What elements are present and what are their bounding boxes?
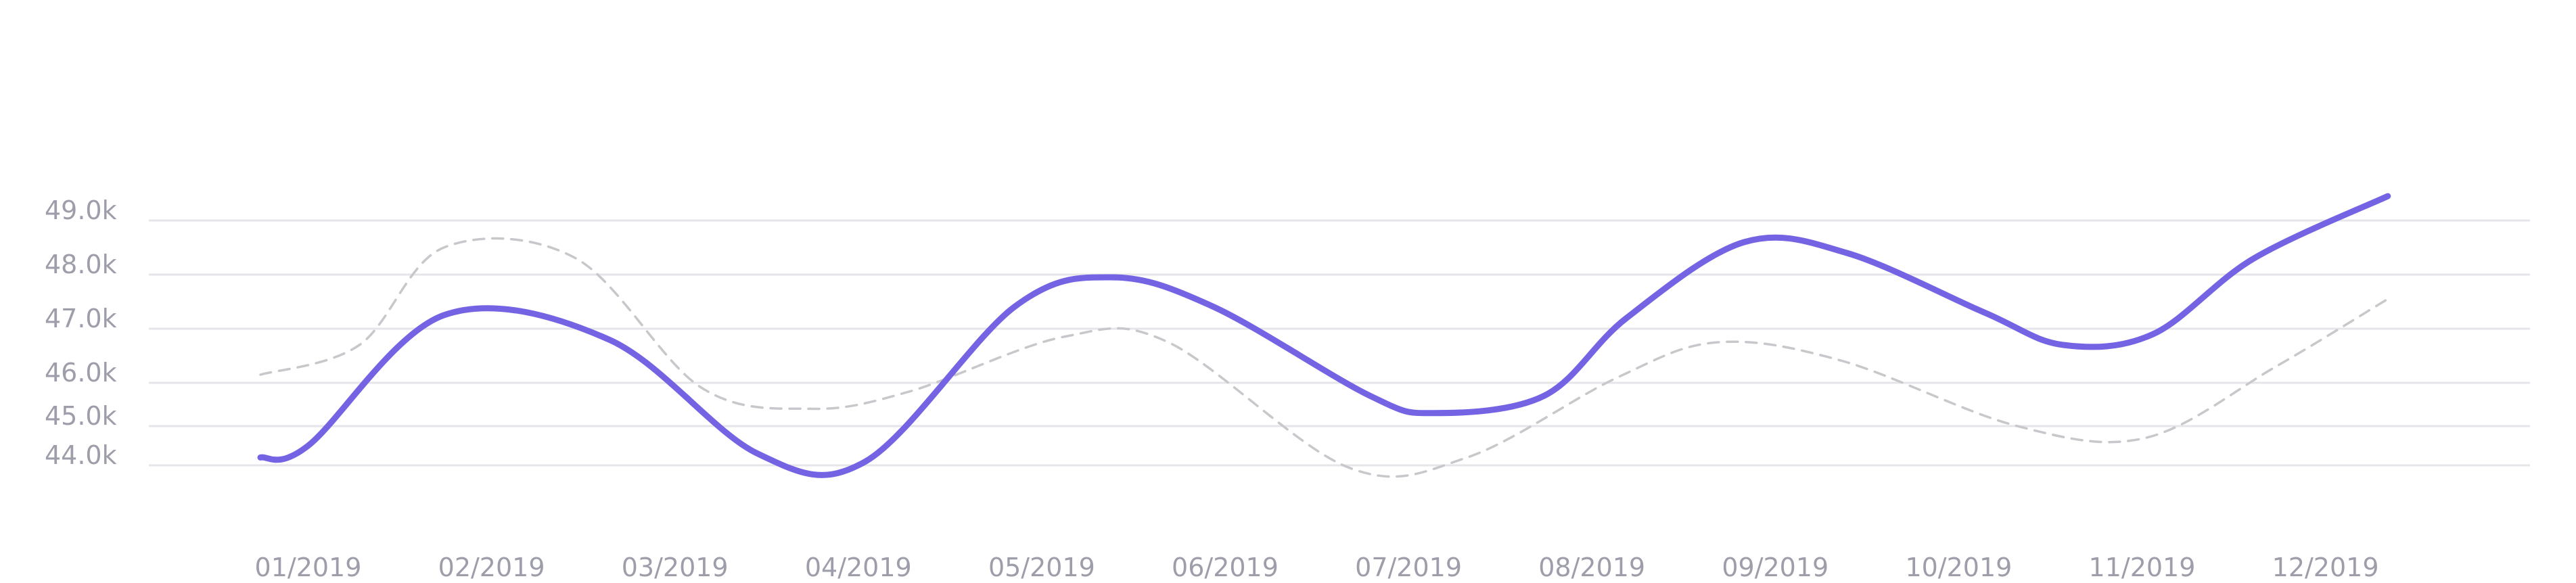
- y-tick-label: 44.0k: [45, 440, 117, 470]
- x-tick-label: 01/2019: [255, 553, 362, 582]
- series-line-dashed: [259, 237, 2389, 478]
- y-tick-label: 47.0k: [45, 304, 117, 333]
- x-tick-label: 04/2019: [805, 553, 912, 582]
- x-tick-label: 12/2019: [2272, 553, 2379, 582]
- grid-lines: [149, 219, 2530, 467]
- x-tick-label: 11/2019: [2089, 553, 2196, 582]
- x-tick-label: 10/2019: [1905, 553, 2012, 582]
- series-line-solid: [257, 193, 2391, 478]
- y-tick-label: 45.0k: [45, 401, 117, 431]
- x-tick-label: 02/2019: [438, 553, 545, 582]
- y-axis-ticks: 49.0k 48.0k 47.0k 46.0k 45.0k 44.0k: [45, 195, 117, 470]
- y-tick-label: 46.0k: [45, 358, 117, 388]
- x-tick-label: 09/2019: [1722, 553, 1828, 582]
- x-tick-label: 06/2019: [1172, 553, 1279, 582]
- y-tick-label: 49.0k: [45, 195, 117, 225]
- x-tick-label: 07/2019: [1355, 553, 1462, 582]
- x-tick-label: 08/2019: [1538, 553, 1645, 582]
- y-tick-label: 48.0k: [45, 250, 117, 279]
- series-lines: [257, 193, 2391, 478]
- x-tick-label: 05/2019: [988, 553, 1095, 582]
- x-tick-label: 03/2019: [622, 553, 729, 582]
- x-axis-ticks: 01/2019 02/2019 03/2019 04/2019 05/2019 06/20…: [255, 553, 2379, 582]
